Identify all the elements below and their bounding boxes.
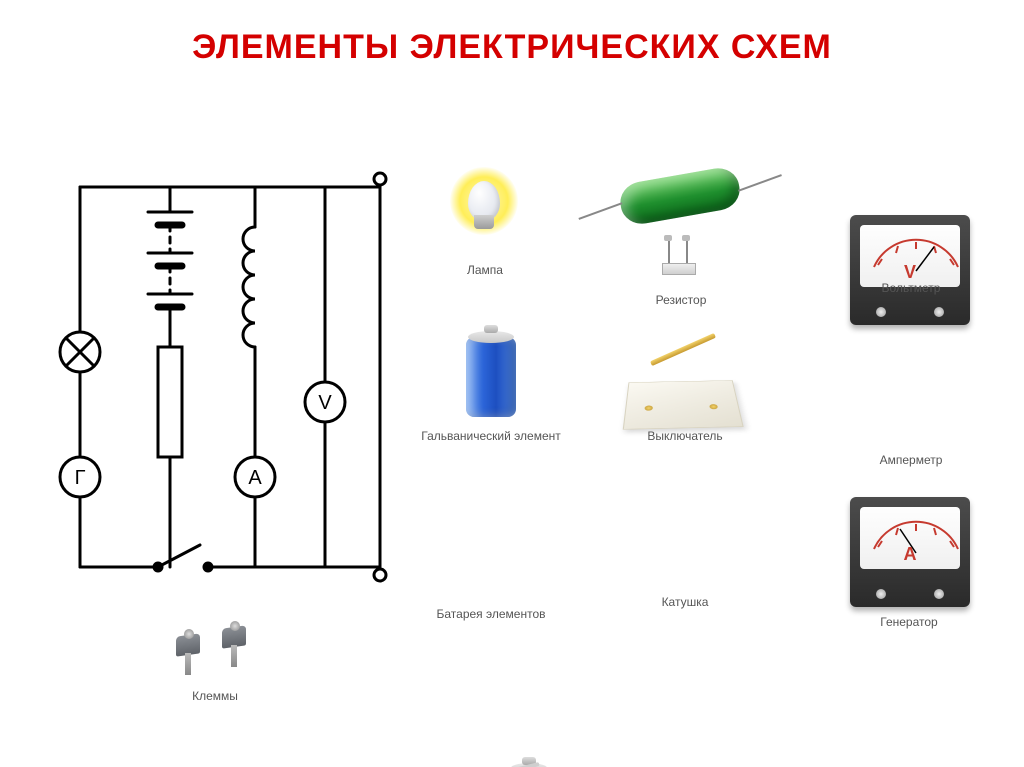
ammeter-letter: A [860, 544, 960, 565]
page-title: ЭЛЕМЕНТЫ ЭЛЕКТРИЧЕСКИХ СХЕМ [0, 28, 1024, 67]
cell-label: Гальванический элемент [416, 429, 566, 443]
circuit-schematic: Г A V [40, 157, 410, 597]
diagram-stage: Г A V Лампа Резистор [0, 67, 1024, 767]
terminals-label: Клеммы [150, 689, 280, 703]
resistor-label: Резистор [616, 293, 746, 307]
coil-label: Катушка [620, 595, 750, 609]
generator-symbol-letter: Г [75, 467, 86, 489]
voltmeter-label: Вольтметр [846, 281, 976, 295]
lamp-label: Лампа [430, 263, 540, 277]
ammeter-icon: A [850, 497, 970, 607]
lamp-icon [450, 167, 518, 235]
ammeter-symbol-letter: A [248, 467, 262, 489]
voltmeter-letter: V [860, 262, 960, 283]
cell-icon [466, 337, 516, 417]
resistor-symbol-icon [648, 235, 708, 287]
resistor-icon [620, 175, 740, 217]
generator-label: Генератор [844, 615, 974, 629]
voltmeter-icon: V [850, 215, 970, 325]
battery-label: Батарея элементов [416, 607, 566, 621]
voltmeter-symbol-letter: V [318, 392, 332, 414]
switch-label: Выключатель [620, 429, 750, 443]
ammeter-label: Амперметр [846, 453, 976, 467]
